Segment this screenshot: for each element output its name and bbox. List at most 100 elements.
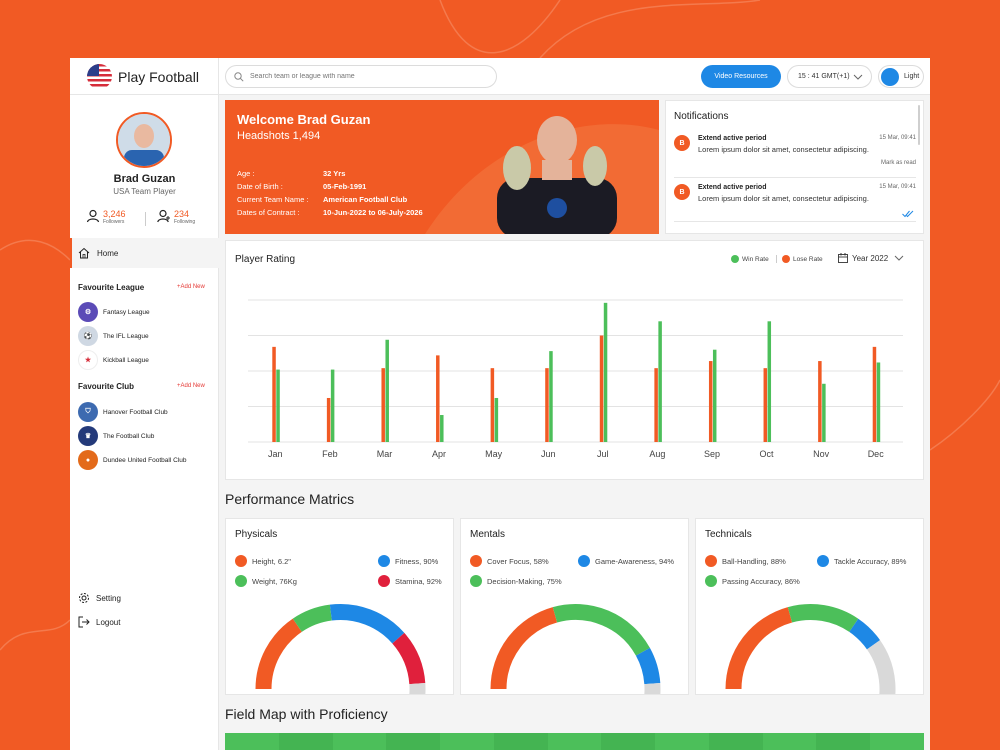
notification-title: Extend active period [698, 135, 767, 142]
bar-win-rate[interactable] [440, 415, 444, 442]
info-key: Dates of Contract : [237, 208, 300, 217]
welcome-title: Welcome Brad Guzan [237, 112, 371, 127]
bar-lose-rate[interactable] [818, 361, 822, 442]
bar-lose-rate[interactable] [763, 368, 768, 442]
home-icon [78, 247, 90, 259]
league-item[interactable]: ★ Kickball League [78, 350, 149, 370]
scrollbar[interactable] [918, 105, 920, 145]
favourite-club-title: Favourite Club [78, 382, 135, 391]
x-tick-label: Oct [760, 449, 775, 459]
favourite-league-title: Favourite League [78, 283, 145, 292]
bar-lose-rate[interactable] [490, 368, 495, 442]
gauge-segment [292, 604, 333, 633]
legend-win: Win Rate [731, 255, 769, 263]
search-input[interactable] [250, 73, 480, 80]
field-map [225, 733, 924, 750]
nav-home[interactable]: Home [70, 238, 219, 268]
bar-win-rate[interactable] [876, 362, 881, 442]
bar-lose-rate[interactable] [708, 361, 713, 442]
toggle-knob [881, 67, 899, 86]
performance-title: Performance Matrics [225, 491, 355, 507]
club-item[interactable]: ● Dundee United Football Club [78, 450, 186, 470]
league-name: Kickball League [103, 356, 149, 364]
followers-stat[interactable]: 3,246 Followers [86, 209, 126, 225]
add-club-button[interactable]: +Add New [177, 383, 205, 389]
info-value: 10-Jun-2022 to 06-July-2026 [323, 208, 423, 217]
legend-label: Stamina, 92% [395, 576, 442, 586]
bar-win-rate[interactable] [494, 397, 499, 442]
bar-win-rate[interactable] [276, 369, 280, 442]
legend-item: Tackle Accuracy, 89% [817, 555, 906, 567]
bar-lose-rate[interactable] [381, 368, 385, 442]
profile-name: Brad Guzan [113, 173, 176, 185]
bar-win-rate[interactable] [712, 349, 717, 442]
bar-lose-rate[interactable] [326, 397, 331, 442]
bar-win-rate[interactable] [658, 321, 662, 442]
league-item[interactable]: ⚙ Fantasy League [78, 302, 150, 322]
field-stripe [762, 733, 817, 750]
bar-lose-rate[interactable] [872, 346, 877, 442]
legend-lose-label: Lose Rate [793, 255, 823, 263]
bar-win-rate[interactable] [822, 383, 826, 442]
club-item[interactable]: ♛ The Football Club [78, 426, 154, 446]
legend-label: Passing Accuracy, 86% [722, 576, 800, 586]
divider [674, 177, 916, 178]
info-key: Current Team Name : [237, 195, 309, 204]
timezone-select[interactable]: 15 : 41 GMT(+1) [787, 65, 872, 88]
perf-card-title: Physicals [235, 529, 278, 540]
bar-win-rate[interactable] [330, 369, 335, 442]
bar-lose-rate[interactable] [545, 368, 549, 442]
legend-label: Height, 6.2" [252, 556, 291, 566]
stat-divider [145, 212, 146, 226]
gauge-segment [635, 647, 661, 685]
notification-body: Lorem ipsum dolor sit amet, consectetur … [698, 145, 869, 154]
legend-dot [378, 555, 390, 567]
following-stat[interactable]: 234 Following [157, 209, 195, 225]
video-resources-button[interactable]: Video Resources [701, 65, 781, 88]
year-select[interactable]: Year 2022 [838, 253, 904, 263]
theme-toggle[interactable]: Light [878, 65, 924, 88]
legend-label: Game-Awareness, 94% [595, 556, 675, 566]
perf-card-technicals: Technicals Ball-Handling, 88% Tackle Acc… [695, 518, 924, 695]
x-tick-label: Apr [432, 449, 446, 459]
legend-item: Fitness, 90% [378, 555, 438, 567]
bar-win-rate[interactable] [385, 339, 389, 442]
legend-item: Cover Focus, 58% [470, 555, 549, 567]
following-count: 234 [174, 209, 190, 219]
add-league-button[interactable]: +Add New [177, 284, 205, 290]
top-bar: Play Football Video Resources 15 : 41 GM… [70, 58, 930, 95]
notification-item[interactable]: B Extend active period 15 Mar, 09:41 Lor… [674, 135, 916, 175]
notification-badge: B [674, 184, 690, 200]
mark-as-read-link[interactable]: Mark as read [880, 160, 916, 166]
club-item[interactable]: ⛉ Hanover Football Club [78, 402, 168, 422]
notification-item[interactable]: B Extend active period 15 Mar, 09:41 Lor… [674, 184, 916, 224]
bar-lose-rate[interactable] [654, 368, 658, 442]
nav-logout[interactable]: Logout [78, 616, 120, 628]
welcome-card: Welcome Brad Guzan Headshots 1,494 Age :… [225, 100, 659, 234]
league-item[interactable]: ⚽ The IFL League [78, 326, 149, 346]
technicals-gauge [725, 604, 896, 694]
x-tick-label: Aug [649, 449, 665, 459]
bar-win-rate[interactable] [603, 302, 608, 442]
field-stripe [870, 733, 924, 750]
bar-lose-rate[interactable] [272, 346, 276, 442]
usa-flag-icon [87, 64, 112, 89]
search-box[interactable] [225, 65, 497, 88]
bar-lose-rate[interactable] [599, 335, 604, 443]
info-key: Date of Birth : [237, 182, 283, 191]
gauge-segment [787, 604, 859, 633]
notifications-panel: Notifications B Extend active period 15 … [665, 100, 924, 234]
x-tick-label: Feb [322, 449, 338, 459]
brand[interactable]: Play Football [70, 58, 219, 95]
info-key: Age : [237, 169, 255, 178]
league-name: Fantasy League [103, 308, 150, 316]
club-name: Dundee United Football Club [103, 456, 187, 464]
x-tick-label: Nov [813, 449, 830, 459]
bar-win-rate[interactable] [549, 351, 553, 442]
bar-win-rate[interactable] [767, 321, 772, 442]
legend-dot [235, 575, 247, 587]
legend-dot [817, 555, 829, 567]
nav-setting[interactable]: Setting [78, 592, 121, 604]
bar-lose-rate[interactable] [436, 355, 440, 442]
notification-body: Lorem ipsum dolor sit amet, consectetur … [698, 194, 869, 203]
